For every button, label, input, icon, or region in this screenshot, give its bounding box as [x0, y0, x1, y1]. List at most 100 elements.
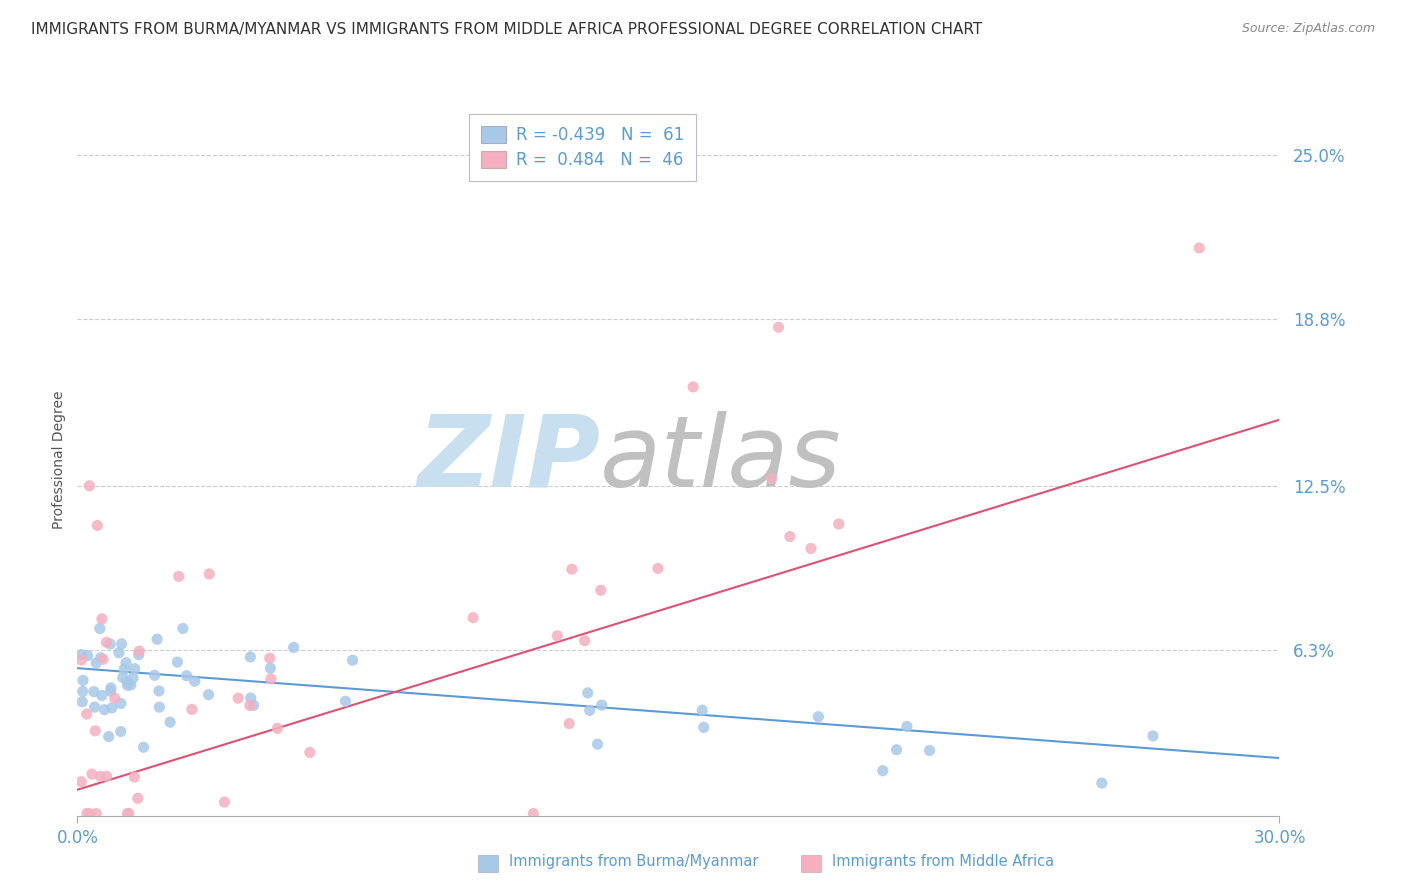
Point	[70, 653, 93, 667]
Point	[242, 698, 264, 713]
Point	[828, 516, 851, 531]
Point	[104, 691, 127, 706]
Point	[561, 562, 583, 576]
Point	[167, 569, 190, 583]
Text: Immigrants from Burma/Myanmar: Immigrants from Burma/Myanmar	[509, 854, 758, 869]
Point	[112, 662, 135, 676]
Point	[76, 707, 98, 722]
Point	[172, 622, 194, 636]
Point	[761, 472, 783, 486]
Point	[298, 746, 321, 760]
Point	[546, 629, 568, 643]
Point	[180, 702, 202, 716]
Point	[89, 769, 111, 783]
Point	[693, 720, 716, 734]
Point	[100, 681, 122, 695]
Point	[226, 691, 249, 706]
Point	[896, 719, 918, 733]
Point	[586, 737, 609, 751]
Text: ZIP: ZIP	[418, 411, 600, 508]
Point	[779, 530, 801, 544]
Point	[79, 479, 101, 493]
Point	[76, 806, 98, 821]
Point	[558, 716, 581, 731]
Point	[110, 697, 132, 711]
Point	[84, 656, 107, 670]
Point	[83, 684, 105, 698]
Point	[807, 710, 830, 724]
Point	[918, 743, 941, 757]
Point	[148, 700, 170, 714]
Point	[461, 610, 484, 624]
Point	[589, 583, 612, 598]
Point	[117, 674, 139, 689]
Point	[98, 637, 121, 651]
Text: atlas: atlas	[600, 411, 842, 508]
Point	[117, 806, 139, 821]
Point	[682, 380, 704, 394]
Point	[260, 672, 283, 686]
Point	[96, 635, 118, 649]
Point	[93, 703, 115, 717]
Point	[86, 518, 108, 533]
Point	[690, 703, 713, 717]
Point	[70, 648, 93, 662]
Point	[76, 648, 98, 663]
Point	[72, 673, 94, 688]
Point	[1188, 241, 1211, 255]
Point	[124, 662, 146, 676]
Point	[90, 650, 112, 665]
Point	[110, 724, 132, 739]
Point	[118, 806, 141, 821]
Point	[101, 701, 124, 715]
Point	[100, 684, 122, 698]
Point	[90, 689, 112, 703]
Point	[184, 674, 207, 689]
Point	[80, 767, 103, 781]
Text: Source: ZipAtlas.com: Source: ZipAtlas.com	[1241, 22, 1375, 36]
Legend: R = -0.439   N =  61, R =  0.484   N =  46: R = -0.439 N = 61, R = 0.484 N = 46	[470, 114, 696, 181]
Point	[97, 730, 120, 744]
Point	[143, 668, 166, 682]
Point	[127, 791, 149, 805]
Point	[176, 669, 198, 683]
Point	[283, 640, 305, 655]
Point	[1142, 729, 1164, 743]
Point	[122, 671, 145, 685]
Point	[197, 688, 219, 702]
Point	[259, 651, 281, 665]
Point	[591, 698, 613, 712]
Point	[522, 806, 544, 821]
Point	[111, 671, 134, 685]
Point	[124, 770, 146, 784]
Point	[117, 678, 139, 692]
Point	[70, 695, 93, 709]
Point	[128, 648, 150, 662]
Point	[90, 612, 112, 626]
Point	[576, 686, 599, 700]
Point	[79, 806, 101, 821]
Point	[148, 684, 170, 698]
Point	[70, 774, 93, 789]
Point	[768, 320, 790, 334]
Point	[342, 653, 364, 667]
Point	[115, 656, 138, 670]
Point	[1091, 776, 1114, 790]
Point	[266, 722, 288, 736]
Text: Immigrants from Middle Africa: Immigrants from Middle Africa	[832, 854, 1054, 869]
Point	[96, 769, 118, 783]
Point	[72, 684, 94, 698]
Point	[159, 715, 181, 730]
Point	[578, 703, 600, 717]
Point	[84, 806, 107, 821]
Point	[886, 742, 908, 756]
Point	[647, 561, 669, 575]
Point	[146, 632, 169, 647]
Point	[259, 661, 281, 675]
Text: IMMIGRANTS FROM BURMA/MYANMAR VS IMMIGRANTS FROM MIDDLE AFRICA PROFESSIONAL DEGR: IMMIGRANTS FROM BURMA/MYANMAR VS IMMIGRA…	[31, 22, 983, 37]
Point	[108, 646, 131, 660]
Point	[83, 700, 105, 714]
Point	[120, 678, 142, 692]
Point	[239, 698, 262, 713]
Point	[800, 541, 823, 556]
